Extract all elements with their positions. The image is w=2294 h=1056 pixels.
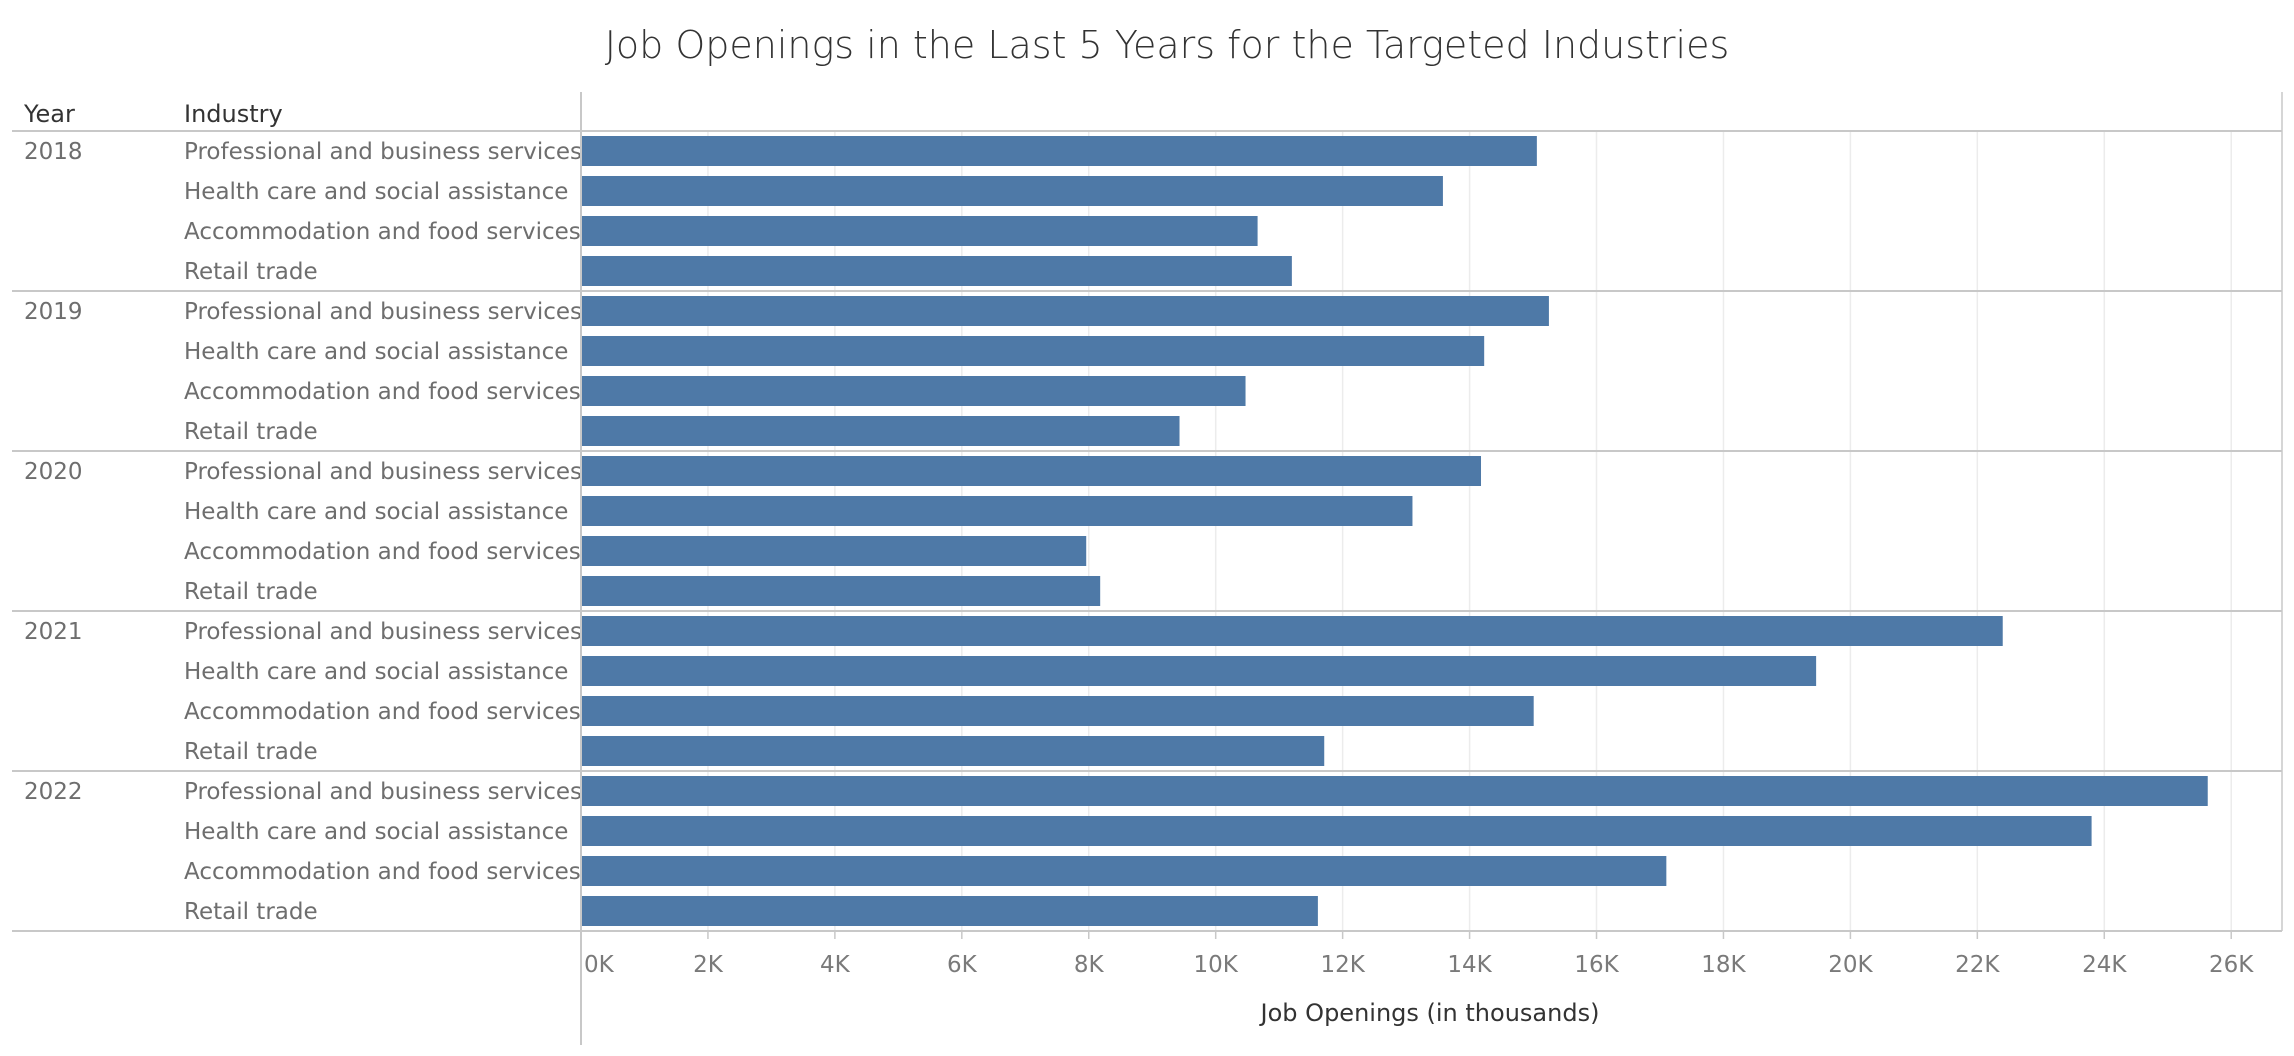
tick-label: 16K bbox=[1574, 952, 1619, 978]
bar bbox=[581, 736, 1325, 766]
industry-label: Health care and social assistance bbox=[184, 659, 568, 685]
industry-label: Professional and business services bbox=[184, 619, 582, 645]
bar bbox=[581, 456, 1482, 486]
bar bbox=[581, 656, 1817, 686]
tick-label: 10K bbox=[1194, 952, 1239, 978]
bar bbox=[581, 256, 1292, 286]
industry-label: Health care and social assistance bbox=[184, 499, 568, 525]
industry-label: Retail trade bbox=[184, 259, 318, 285]
bar bbox=[581, 216, 1258, 246]
bar bbox=[581, 416, 1180, 446]
bar bbox=[581, 296, 1549, 326]
bar bbox=[581, 856, 1667, 886]
industry-label: Accommodation and food services bbox=[184, 699, 581, 725]
industry-label: Professional and business services bbox=[184, 299, 582, 325]
year-label: 2021 bbox=[24, 619, 83, 645]
tick-label: 12K bbox=[1320, 952, 1365, 978]
bar bbox=[581, 136, 1537, 166]
bar bbox=[581, 496, 1413, 526]
row-labels: 2018 Professional and business services He… bbox=[24, 139, 582, 925]
gridlines bbox=[707, 131, 2232, 931]
group-separators bbox=[12, 92, 2283, 1045]
bars bbox=[581, 136, 2208, 926]
tick-label: 20K bbox=[1828, 952, 1873, 978]
industry-label: Health care and social assistance bbox=[184, 179, 568, 205]
year-label: 2019 bbox=[24, 299, 83, 325]
bar bbox=[581, 336, 1485, 366]
tick-label: 26K bbox=[2209, 952, 2254, 978]
row-header-year: Year bbox=[23, 100, 75, 128]
industry-label: Professional and business services bbox=[184, 779, 582, 805]
tick-label: 14K bbox=[1447, 952, 1492, 978]
tick-label: 22K bbox=[1955, 952, 2000, 978]
industry-label: Retail trade bbox=[184, 899, 318, 925]
bar bbox=[581, 696, 1534, 726]
tick-label: 18K bbox=[1701, 952, 1746, 978]
bar bbox=[581, 176, 1443, 206]
tick-label: 6K bbox=[947, 952, 978, 978]
tick-label: 0K bbox=[584, 952, 615, 978]
tick-label: 2K bbox=[693, 952, 724, 978]
bar bbox=[581, 896, 1318, 926]
industry-label: Accommodation and food services bbox=[184, 859, 581, 885]
industry-label: Health care and social assistance bbox=[184, 339, 568, 365]
tick-label: 8K bbox=[1074, 952, 1105, 978]
tick-label: 24K bbox=[2082, 952, 2127, 978]
bar bbox=[581, 776, 2208, 806]
bar bbox=[581, 616, 2003, 646]
industry-label: Accommodation and food services bbox=[184, 219, 581, 245]
bar bbox=[581, 816, 2092, 846]
industry-label: Professional and business services bbox=[184, 139, 582, 165]
industry-label: Accommodation and food services bbox=[184, 379, 581, 405]
industry-label: Professional and business services bbox=[184, 459, 582, 485]
industry-label: Accommodation and food services bbox=[184, 539, 581, 565]
x-axis-ticks: 0K 2K 4K 6K 8K 10K 12K 14K 16K 18K 20K 22K 24K 26K bbox=[580, 931, 2254, 978]
year-label: 2018 bbox=[24, 139, 83, 165]
year-label: 2020 bbox=[24, 459, 83, 485]
industry-label: Retail trade bbox=[184, 739, 318, 765]
x-axis-label: Job Openings (in thousands) bbox=[1259, 999, 1600, 1027]
year-label: 2022 bbox=[24, 779, 83, 805]
chart-title: Job Openings in the Last 5 Years for the… bbox=[605, 23, 1730, 67]
row-header-industry: Industry bbox=[184, 100, 283, 128]
industry-label: Retail trade bbox=[184, 419, 318, 445]
bar bbox=[581, 536, 1087, 566]
industry-label: Health care and social assistance bbox=[184, 819, 568, 845]
bar bbox=[581, 576, 1101, 606]
industry-label: Retail trade bbox=[184, 579, 318, 605]
tick-label: 4K bbox=[820, 952, 851, 978]
bar bbox=[581, 376, 1246, 406]
